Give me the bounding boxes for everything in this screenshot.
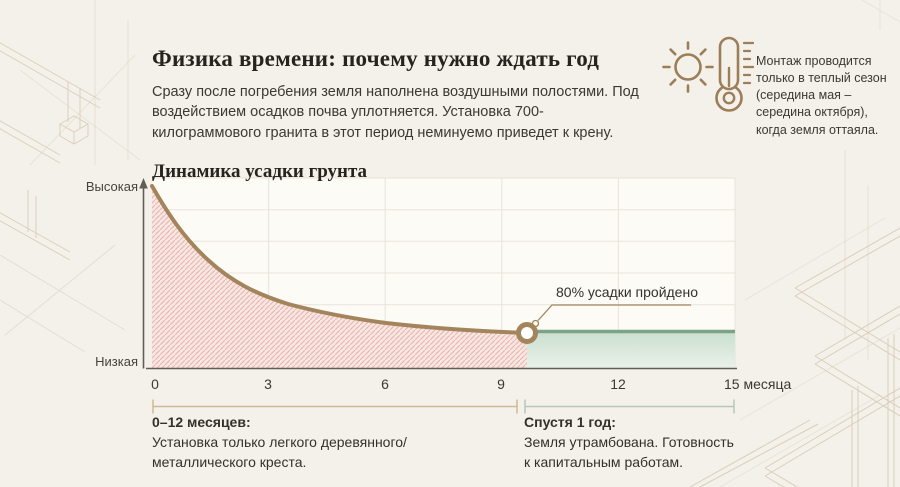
x-tick-3: 3	[264, 376, 272, 392]
background-architectural-sketch-top-left	[0, 0, 141, 261]
page-title: Физика времени: почему нужно ждать год	[152, 46, 600, 72]
x-tick-0: 0	[151, 376, 159, 392]
y-axis-label-high: Высокая	[85, 179, 138, 194]
season-note-text: Монтаж проводится только в теплый сезон …	[756, 53, 887, 137]
x-tick-15-months: 15 месяца	[724, 376, 792, 392]
warm-season-icons	[662, 36, 754, 112]
timeline-left-body: Установка только легкого деревянного/мет…	[152, 434, 407, 470]
intro-paragraph: Сразу после погребения земля наполнена в…	[152, 83, 639, 141]
y-axis-arrowhead	[139, 178, 148, 189]
x-tick-9: 9	[497, 376, 505, 392]
x-tick-6: 6	[381, 376, 389, 392]
timeline-bracket-left	[152, 399, 518, 414]
x-tick-12: 12	[610, 376, 626, 392]
settling-area-hatched	[152, 186, 527, 368]
eighty-percent-marker	[516, 322, 538, 344]
settling-chart-plot	[139, 177, 737, 370]
timeline-caption-right: Спустя 1 год: Земля утрамбована. Готовно…	[524, 413, 742, 472]
background-architectural-sketch-mid-left	[0, 244, 126, 353]
sun-icon	[662, 41, 714, 93]
annotation-callout-line	[537, 304, 691, 321]
timeline-bracket-right	[524, 399, 735, 414]
settled-zone	[527, 331, 735, 368]
timeline-right-body: Земля утрамбована. Готовность к капиталь…	[524, 434, 734, 470]
timeline-caption-left: 0–12 месяцев: Установка только легкого д…	[152, 413, 414, 472]
chart-title: Динамика усадки грунта	[152, 160, 368, 182]
annotation-80-percent: 80% усадки пройдено	[556, 284, 698, 300]
background-architectural-sketch-right	[689, 0, 900, 487]
gridlines	[152, 177, 736, 368]
thermometer-icon	[715, 36, 754, 112]
settling-decay-curve	[150, 184, 529, 335]
timeline-right-heading: Спустя 1 год:	[524, 414, 616, 430]
y-axis-label-low: Низкая	[95, 354, 138, 369]
timeline-left-heading: 0–12 месяцев:	[152, 414, 251, 430]
